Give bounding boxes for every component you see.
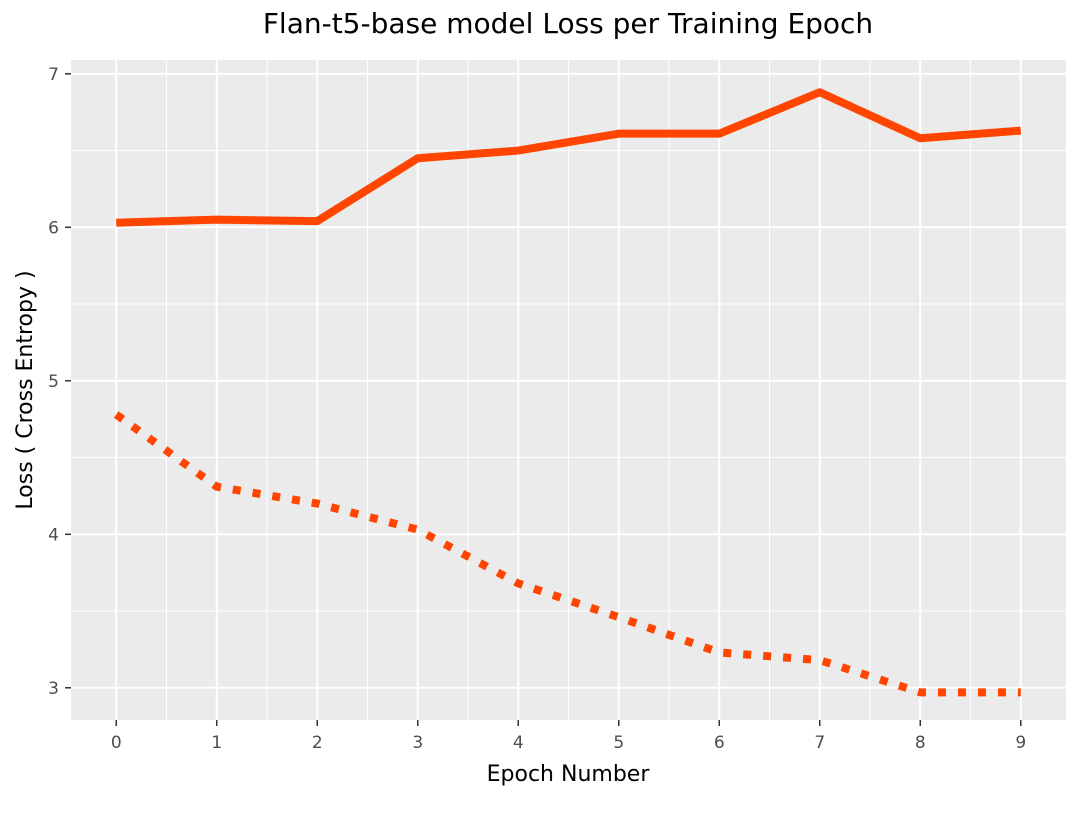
x-axis-title: Epoch Number	[487, 762, 651, 787]
x-tick-label: 7	[814, 733, 825, 753]
x-tick-label: 1	[211, 733, 222, 753]
x-tick-label: 4	[513, 733, 524, 753]
x-tick-label: 2	[312, 733, 323, 753]
y-tick-label: 3	[48, 679, 59, 699]
y-tick-label: 5	[48, 372, 59, 392]
x-tick-label: 6	[714, 733, 725, 753]
y-tick-label: 6	[48, 218, 59, 238]
y-tick-label: 7	[48, 65, 59, 85]
x-tick-label: 0	[111, 733, 122, 753]
x-axis: 0 1 2 3 4 5 6 7 8 9	[111, 720, 1026, 753]
x-tick-label: 8	[915, 733, 926, 753]
y-tick-label: 4	[48, 525, 59, 545]
y-axis: 3 4 5 6 7	[48, 65, 71, 699]
minor-gridlines	[71, 60, 1066, 720]
x-tick-label: 3	[412, 733, 423, 753]
chart-title: Flan-t5-base model Loss per Training Epo…	[263, 7, 873, 40]
x-tick-label: 5	[613, 733, 624, 753]
solid-loss-line	[116, 88, 1022, 227]
major-gridlines	[71, 60, 1066, 720]
x-tick-label: 9	[1015, 733, 1026, 753]
series-layer	[113, 88, 1022, 697]
y-axis-title: Loss ( Cross Entropy )	[13, 270, 38, 509]
